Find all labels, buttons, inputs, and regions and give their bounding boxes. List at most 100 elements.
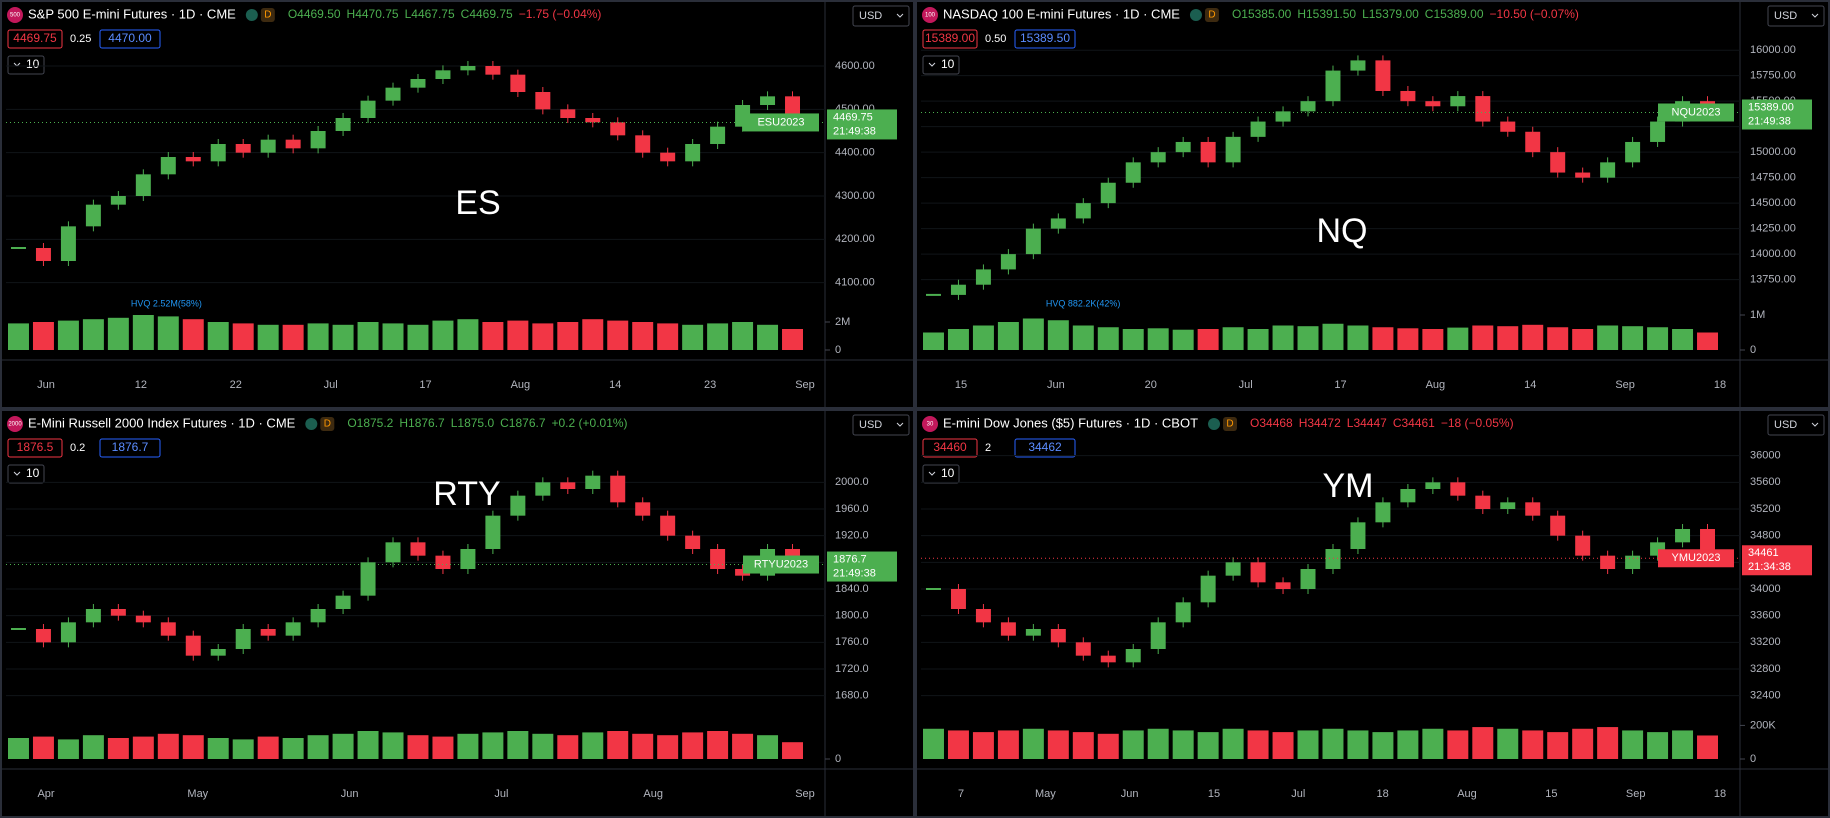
candle — [135, 174, 151, 196]
y-tick-label: 32800 — [1750, 663, 1781, 675]
x-tick-label: Jul — [1291, 788, 1305, 800]
candle — [1200, 575, 1216, 603]
status-dot — [1189, 9, 1202, 21]
volume-bar — [407, 324, 429, 350]
ohlc-value: H15391.50 — [1297, 7, 1356, 21]
candle — [560, 482, 576, 489]
candle — [660, 152, 676, 162]
x-tick-label: 14 — [1524, 379, 1536, 391]
y-tick-label: 1680.0 — [835, 690, 869, 702]
badge-box — [320, 417, 335, 431]
candle — [335, 118, 351, 131]
candle — [925, 588, 941, 590]
candle — [60, 226, 76, 261]
candle — [1175, 602, 1191, 623]
volume-bar — [782, 742, 804, 759]
panel-title: E-Mini Russell 2000 Index Futures · 1D ·… — [28, 415, 296, 430]
candle — [85, 609, 101, 623]
x-tick-label: 7 — [958, 788, 964, 800]
y-tick-label: 1840.0 — [835, 583, 869, 595]
price-tag-last: 1876.7 — [833, 553, 867, 565]
currency: USD — [1774, 10, 1797, 22]
volume-bar — [1597, 727, 1619, 759]
candle — [950, 589, 966, 609]
panel-border — [0, 409, 915, 818]
volume-bar — [1647, 732, 1669, 759]
volume-bar — [207, 322, 229, 350]
volume-bar — [1222, 728, 1244, 759]
candle — [460, 66, 476, 71]
volume-bar — [757, 324, 779, 350]
volume-bar — [107, 738, 129, 759]
ask-price: 4470.00 — [108, 31, 152, 45]
candle — [110, 609, 126, 616]
currency-box[interactable] — [852, 414, 910, 436]
spread: 0.50 — [985, 33, 1006, 45]
candle — [1575, 172, 1591, 178]
symbol-icon-text: 100 — [925, 13, 936, 19]
candle — [285, 139, 301, 149]
ask-price: 15389.50 — [1020, 31, 1070, 45]
price-tag-countdown: 21:34:38 — [1748, 561, 1791, 573]
candle — [1300, 101, 1316, 112]
symbol-icon — [922, 416, 938, 432]
candle — [510, 74, 526, 92]
candle — [1175, 141, 1191, 153]
volume-bar — [1547, 327, 1569, 350]
x-tick-label: Aug — [1426, 379, 1446, 391]
bid-price: 4469.75 — [13, 31, 57, 45]
candle — [1525, 131, 1541, 153]
x-tick-label: 18 — [1714, 788, 1726, 800]
candle — [1200, 141, 1216, 163]
ticker-label: RTY — [433, 475, 500, 513]
volume-bar — [1372, 732, 1394, 759]
volume-bar — [7, 738, 29, 759]
ohlc-value: L4467.75 — [405, 7, 455, 21]
candle — [975, 609, 991, 623]
hvq-annotation: HVQ 882.2K(42%) — [1046, 298, 1121, 308]
volume-bar — [657, 323, 679, 350]
interval-box[interactable] — [7, 464, 45, 484]
spread: 0.2 — [70, 442, 85, 454]
volume-bar — [282, 324, 304, 350]
ask-box — [99, 29, 161, 49]
candle — [535, 92, 551, 110]
candle — [710, 549, 726, 569]
volume-bar — [1347, 730, 1369, 759]
currency-box[interactable] — [1767, 414, 1825, 436]
interval-box[interactable] — [922, 464, 960, 484]
currency-box[interactable] — [1767, 5, 1825, 27]
candle — [950, 284, 966, 295]
ohlc-value: C34461 — [1393, 416, 1435, 430]
x-tick-label: 22 — [230, 379, 242, 391]
badge-box — [260, 8, 275, 22]
currency-box[interactable] — [852, 5, 910, 27]
volume-bar — [57, 739, 79, 759]
volume-bar — [432, 320, 454, 350]
volume-bar — [582, 319, 604, 350]
volume-bar — [357, 322, 379, 350]
candle — [1575, 535, 1591, 556]
interval-box[interactable] — [922, 55, 960, 75]
currency: USD — [1774, 419, 1797, 431]
volume-bar — [482, 732, 504, 759]
badge-box — [1204, 8, 1219, 22]
interval-box[interactable] — [7, 55, 45, 75]
panel-border — [0, 0, 915, 409]
x-tick-label: 23 — [704, 379, 716, 391]
panel-border — [915, 409, 1830, 818]
candle — [925, 293, 941, 296]
symbol-icon — [922, 7, 938, 23]
volume-bar — [607, 731, 629, 759]
spread: 0.25 — [70, 33, 91, 45]
candle — [410, 79, 426, 88]
volume-bar — [107, 317, 129, 350]
volume-bar — [182, 319, 204, 350]
volume-bar — [1172, 730, 1194, 759]
volume-bar — [922, 332, 944, 350]
candle — [635, 135, 651, 153]
volume-bar — [357, 731, 379, 759]
volume-tick-label: 0 — [835, 753, 841, 765]
volume-bar — [632, 322, 654, 350]
bid-price: 1876.5 — [17, 440, 54, 454]
